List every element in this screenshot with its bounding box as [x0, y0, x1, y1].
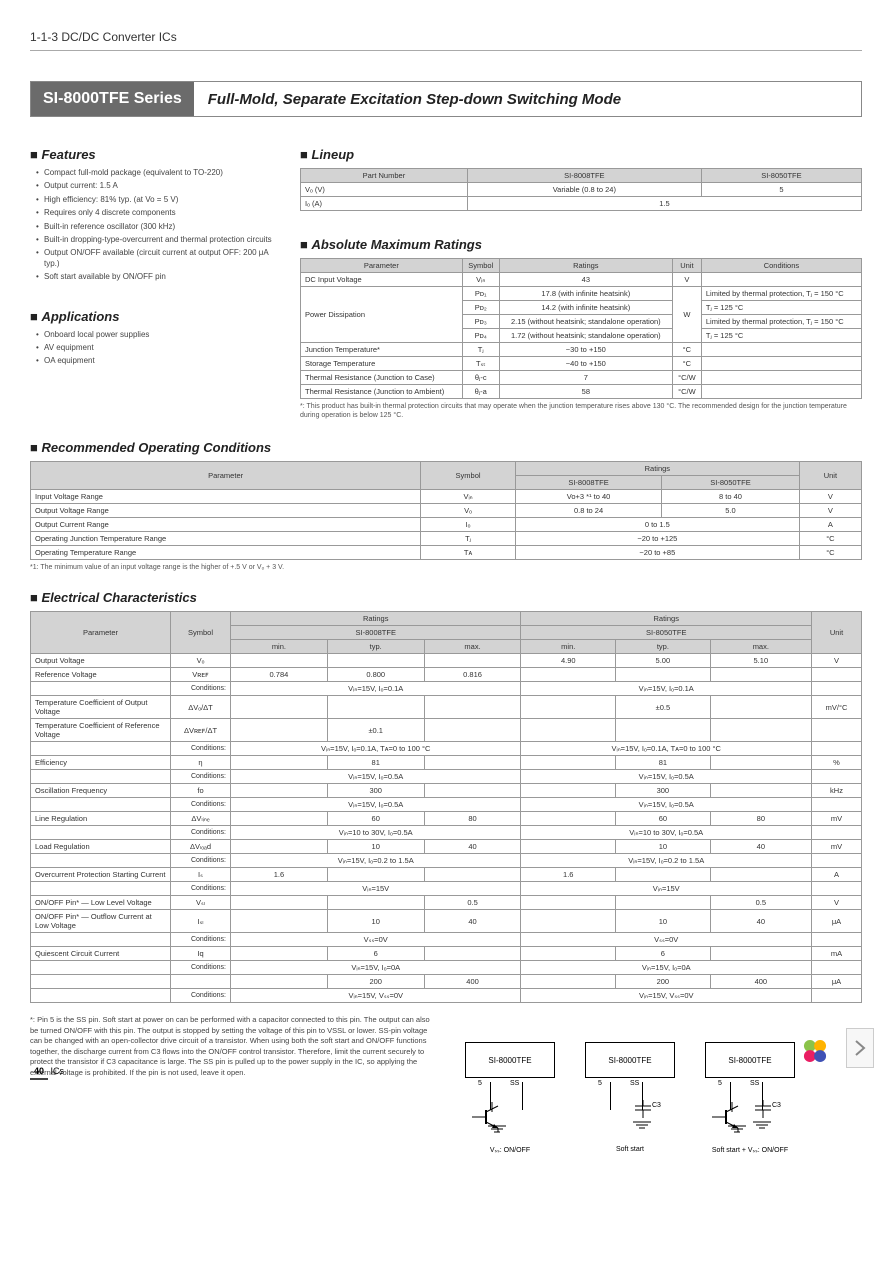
logo-icon [798, 1034, 832, 1068]
pin-5: 5 [718, 1080, 722, 1087]
list-item: High efficiency: 81% typ. (at Vo = 5 V) [36, 195, 280, 205]
capacitor-icon [753, 1100, 773, 1120]
cap-label: C3 [652, 1102, 661, 1109]
applications-list: Onboard local power supplies AV equipment… [30, 330, 280, 367]
absmax-note: *: This product has built-in thermal pro… [300, 402, 862, 420]
ground-icon [488, 1124, 508, 1134]
ground-icon [728, 1124, 748, 1134]
elec-table: ParameterSymbolRatingsRatingsUnitSI-8008… [30, 611, 862, 1003]
pin-5: 5 [478, 1080, 482, 1087]
ground-icon [753, 1120, 773, 1130]
recop-footnote: *1: The minimum value of an input voltag… [30, 563, 862, 572]
chevron-right-icon [853, 1038, 867, 1058]
ss-diagrams: SI-8000TFE 5 SS Vₛₛ: ON/OFF SI- [460, 1042, 800, 1154]
list-item: Soft start available by ON/OFF pin [36, 272, 280, 282]
list-item: Built-in reference oscillator (300 kHz) [36, 222, 280, 232]
applications-heading: Applications [30, 309, 280, 324]
page-footer: 40 ICs [30, 1064, 64, 1080]
cap-label: C3 [772, 1102, 781, 1109]
chip-box-2: SI-8000TFE [585, 1042, 675, 1078]
lineup-table: Part NumberSI-8008TFESI-8050TFEVₒ (V)Var… [300, 168, 862, 211]
title-bar: SI-8000TFE Series Full-Mold, Separate Ex… [30, 81, 862, 117]
features-list: Compact full-mold package (equivalent to… [30, 168, 280, 283]
list-item: Onboard local power supplies [36, 330, 280, 340]
diag-caption-3: Soft start + Vₛₛ: ON/OFF [700, 1146, 800, 1154]
series-subtitle: Full-Mold, Separate Excitation Step-down… [194, 82, 635, 116]
elec-note: *: Pin 5 is the SS pin. Soft start at po… [30, 1015, 430, 1078]
chip-box-3: SI-8000TFE [705, 1042, 795, 1078]
page-number: 40 [30, 1064, 48, 1080]
features-heading: Features [30, 147, 280, 162]
list-item: Requires only 4 discrete components [36, 208, 280, 218]
divider [30, 50, 862, 51]
pin-ss: SS [630, 1080, 639, 1087]
list-item: AV equipment [36, 343, 280, 353]
list-item: Output ON/OFF available (circuit current… [36, 248, 280, 269]
footer-label: ICs [51, 1066, 65, 1076]
next-page-button[interactable] [846, 1028, 874, 1068]
list-item: Built-in dropping-type-overcurrent and t… [36, 235, 280, 245]
series-title: SI-8000TFE Series [31, 82, 194, 116]
diagram-softstart: SI-8000TFE 5 SS C3 Soft start [580, 1042, 680, 1154]
capacitor-icon [633, 1100, 653, 1120]
diagram-onoff: SI-8000TFE 5 SS Vₛₛ: ON/OFF [460, 1042, 560, 1154]
lineup-heading: Lineup [300, 147, 862, 162]
chip-box-1: SI-8000TFE [465, 1042, 555, 1078]
recop-table: ParameterSymbolRatingsUnitSI-8008TFESI-8… [30, 461, 862, 560]
recop-heading: Recommended Operating Conditions [30, 440, 862, 455]
pin-5: 5 [598, 1080, 602, 1087]
absmax-heading: Absolute Maximum Ratings [300, 237, 862, 252]
list-item: Compact full-mold package (equivalent to… [36, 168, 280, 178]
diag-caption-1: Vₛₛ: ON/OFF [460, 1146, 560, 1154]
pin-ss: SS [750, 1080, 759, 1087]
diag-caption-2: Soft start [580, 1146, 680, 1153]
breadcrumb: 1-1-3 DC/DC Converter ICs [30, 30, 862, 44]
list-item: Output current: 1.5 A [36, 181, 280, 191]
elec-heading: Electrical Characteristics [30, 590, 862, 605]
ground-icon [633, 1120, 653, 1130]
list-item: OA equipment [36, 356, 280, 366]
diagram-both: SI-8000TFE 5 SS C3 [700, 1042, 800, 1154]
absmax-table: ParameterSymbolRatingsUnitConditionsDC I… [300, 258, 862, 399]
pin-ss: SS [510, 1080, 519, 1087]
